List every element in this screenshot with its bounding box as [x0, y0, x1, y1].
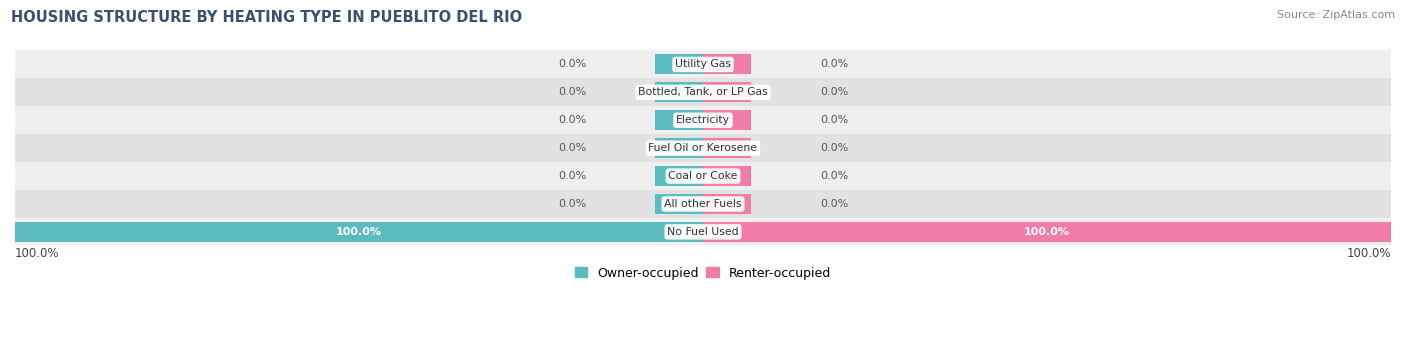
Bar [15, 134, 1391, 162]
Bar [655, 166, 703, 186]
Text: 100.0%: 100.0% [336, 227, 382, 237]
Bar [15, 78, 1391, 106]
Legend: Owner-occupied, Renter-occupied: Owner-occupied, Renter-occupied [569, 262, 837, 284]
Text: All other Fuels: All other Fuels [664, 199, 742, 209]
Bar [703, 110, 751, 130]
Text: Bottled, Tank, or LP Gas: Bottled, Tank, or LP Gas [638, 87, 768, 97]
Bar [15, 222, 703, 242]
Text: 0.0%: 0.0% [820, 115, 848, 125]
Bar [655, 55, 703, 74]
Text: Coal or Coke: Coal or Coke [668, 171, 738, 181]
Bar [703, 194, 751, 214]
Text: 0.0%: 0.0% [558, 87, 586, 97]
Text: 0.0%: 0.0% [558, 171, 586, 181]
Text: 0.0%: 0.0% [558, 199, 586, 209]
Bar [655, 110, 703, 130]
Text: 0.0%: 0.0% [558, 59, 586, 70]
Text: 0.0%: 0.0% [820, 171, 848, 181]
Text: Source: ZipAtlas.com: Source: ZipAtlas.com [1277, 10, 1395, 20]
Bar [703, 222, 1391, 242]
Text: 0.0%: 0.0% [558, 143, 586, 153]
Text: Utility Gas: Utility Gas [675, 59, 731, 70]
Bar [655, 194, 703, 214]
Bar [15, 50, 1391, 78]
Bar [15, 218, 1391, 246]
Text: 0.0%: 0.0% [820, 143, 848, 153]
Bar [655, 82, 703, 102]
Bar [15, 190, 1391, 218]
Text: 100.0%: 100.0% [1024, 227, 1070, 237]
Bar [15, 106, 1391, 134]
Text: 100.0%: 100.0% [15, 247, 59, 260]
Text: 0.0%: 0.0% [820, 59, 848, 70]
Bar [703, 166, 751, 186]
Bar [655, 138, 703, 158]
Bar [15, 162, 1391, 190]
Text: No Fuel Used: No Fuel Used [668, 227, 738, 237]
Text: 0.0%: 0.0% [820, 87, 848, 97]
Bar [703, 138, 751, 158]
Text: Electricity: Electricity [676, 115, 730, 125]
Text: 0.0%: 0.0% [820, 199, 848, 209]
Bar [703, 82, 751, 102]
Text: 100.0%: 100.0% [1347, 247, 1391, 260]
Text: HOUSING STRUCTURE BY HEATING TYPE IN PUEBLITO DEL RIO: HOUSING STRUCTURE BY HEATING TYPE IN PUE… [11, 10, 523, 25]
Text: 0.0%: 0.0% [558, 115, 586, 125]
Bar [703, 55, 751, 74]
Text: Fuel Oil or Kerosene: Fuel Oil or Kerosene [648, 143, 758, 153]
